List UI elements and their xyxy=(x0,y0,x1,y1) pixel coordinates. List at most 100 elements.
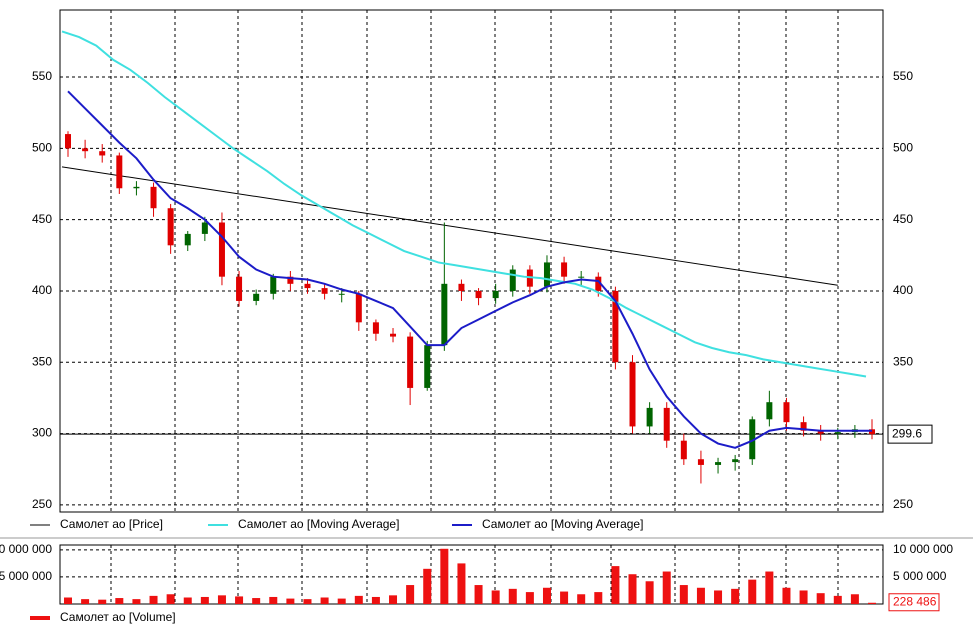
candle-body xyxy=(680,440,687,460)
plot-frame xyxy=(59,9,884,513)
candle-body xyxy=(338,293,345,295)
volume-bar xyxy=(457,563,466,604)
volume-bar xyxy=(696,587,705,604)
current-price-box xyxy=(887,424,933,444)
candle-body xyxy=(441,283,448,346)
candle-body xyxy=(749,419,756,460)
y-tick-label-left: 400 xyxy=(32,283,52,297)
volume-bar xyxy=(560,591,569,604)
candle-body xyxy=(732,459,739,463)
candle-body xyxy=(201,222,208,234)
volume-bar xyxy=(371,596,380,604)
trend-line xyxy=(61,166,838,286)
candle-body xyxy=(612,290,619,363)
volume-bar xyxy=(782,587,791,604)
candle-body xyxy=(697,459,704,465)
candle-body xyxy=(184,233,191,246)
volume-bar xyxy=(406,585,415,604)
volume-bar xyxy=(115,598,124,604)
volume-bar xyxy=(645,581,654,604)
volume-bar xyxy=(628,574,637,604)
volume-bar xyxy=(269,596,278,604)
candle-body xyxy=(543,262,550,287)
moving-average-line xyxy=(61,30,867,378)
legend-label: Самолет ао [Volume] xyxy=(60,610,176,624)
volume-bar xyxy=(132,599,141,604)
y-tick-label-left: 500 xyxy=(32,141,52,155)
candle-body xyxy=(65,134,71,149)
candle-body xyxy=(475,290,482,299)
volume-bar xyxy=(508,588,517,604)
y-tick-label-left: 300 xyxy=(32,426,52,440)
y-tick-label-left: 250 xyxy=(32,497,52,511)
y-tick-label-right: 550 xyxy=(893,69,913,83)
volume-bar xyxy=(594,592,603,604)
volume-bar xyxy=(98,599,107,604)
volume-bar xyxy=(389,595,398,604)
candle-body xyxy=(253,293,260,301)
volume-bar xyxy=(679,585,688,604)
current-volume-box xyxy=(888,593,940,612)
candle-body xyxy=(99,151,106,156)
volume-bar xyxy=(303,599,312,604)
volume-bar xyxy=(183,597,192,604)
volume-bar xyxy=(217,595,226,604)
volume-bar xyxy=(286,598,295,604)
legend-label: Самолет ао [Moving Average] xyxy=(238,517,399,531)
candle-body xyxy=(834,432,841,434)
y-tick-label-left: 10 000 000 xyxy=(0,542,52,556)
candle-body xyxy=(783,402,790,423)
candle-body xyxy=(424,345,431,388)
candle-body xyxy=(407,336,414,388)
candle-body xyxy=(458,283,465,291)
candle-body xyxy=(629,362,636,427)
candle-body xyxy=(304,283,311,289)
candle-body xyxy=(800,422,807,431)
candle-body xyxy=(390,333,397,337)
candle-body xyxy=(372,322,379,334)
volume-bar xyxy=(423,568,432,604)
volume-bar xyxy=(542,587,551,604)
volume-bar xyxy=(765,571,774,604)
y-tick-label-left: 5 000 000 xyxy=(0,569,52,583)
y-tick-label-left: 450 xyxy=(32,212,52,226)
volume-bar xyxy=(337,598,346,604)
y-tick-label-right: 10 000 000 xyxy=(893,542,953,556)
volume-bar xyxy=(354,595,363,604)
candle-body xyxy=(218,222,225,277)
volume-bar xyxy=(440,548,449,604)
legend-label: Самолет ао [Price] xyxy=(60,517,163,531)
candle-body xyxy=(116,155,123,189)
y-tick-label-right: 350 xyxy=(893,354,913,368)
candle-body xyxy=(663,407,670,441)
candle-body xyxy=(236,276,243,301)
candle-body xyxy=(321,288,328,294)
y-tick-label-right: 400 xyxy=(893,283,913,297)
volume-bar xyxy=(235,596,244,604)
volume-bar xyxy=(320,597,329,604)
current-price-label: 299.6 xyxy=(892,426,922,440)
candle-body xyxy=(595,276,602,291)
y-tick-label-right: 250 xyxy=(893,497,913,511)
candle-body xyxy=(646,407,653,427)
candle-body xyxy=(167,208,174,246)
y-tick-label-right: 450 xyxy=(893,212,913,226)
candle-body xyxy=(82,148,89,152)
plot-frame xyxy=(59,544,884,605)
volume-bar xyxy=(166,594,175,604)
volume-bar xyxy=(816,593,825,604)
candle-body xyxy=(270,276,277,294)
legend-label: Самолет ао [Moving Average] xyxy=(482,517,643,531)
volume-bar xyxy=(474,585,483,604)
candle-body xyxy=(817,430,824,434)
candle-body xyxy=(355,293,362,323)
volume-bar xyxy=(577,594,586,604)
volume-bar xyxy=(200,596,209,604)
volume-bar xyxy=(731,588,740,604)
volume-bar xyxy=(149,595,158,604)
candle-body xyxy=(766,402,773,420)
candle-body xyxy=(561,262,568,277)
y-tick-label-left: 550 xyxy=(32,69,52,83)
candle-body xyxy=(150,186,157,209)
